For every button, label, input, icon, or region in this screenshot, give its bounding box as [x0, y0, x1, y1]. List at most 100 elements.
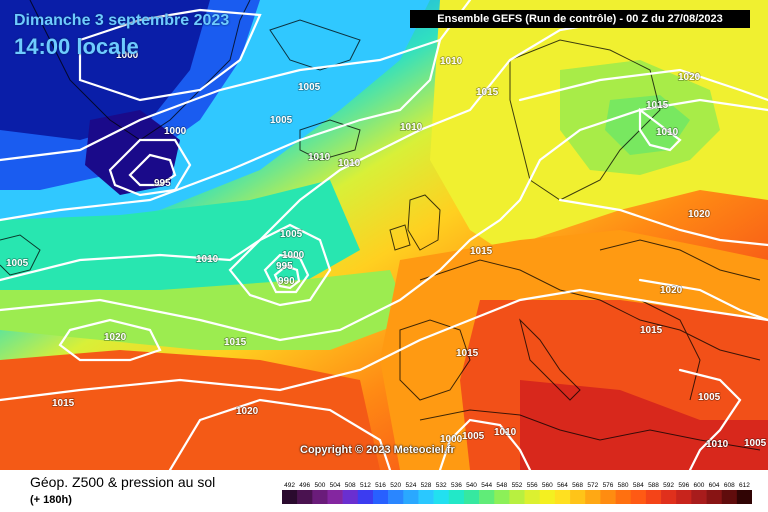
scale-tick-label: 600: [693, 482, 704, 489]
isobar-label: 1020: [688, 209, 711, 220]
isobar-label: 1005: [462, 431, 485, 442]
scale-color-swatch: [706, 490, 722, 504]
scale-color-swatch: [721, 490, 738, 504]
scale-tick-label: 512: [360, 482, 371, 489]
isobar-label: 1010: [400, 122, 423, 133]
scale-color-swatch: [433, 490, 450, 504]
scale-tick-label: 608: [724, 482, 735, 489]
isobar-label: 1005: [6, 258, 29, 269]
isobar-label: 1000: [116, 50, 139, 61]
scale-color-swatch: [524, 490, 541, 504]
model-run-label: Ensemble GEFS (Run de contrôle) - 00 Z d…: [410, 10, 750, 28]
scale-color-swatch: [661, 490, 677, 504]
isobar-label: 995: [276, 261, 293, 272]
scale-color-swatch: [403, 490, 419, 504]
scale-color-swatch: [418, 490, 434, 504]
isobar-label: 1010: [656, 127, 679, 138]
isobars: [0, 0, 768, 470]
isobar-label: 990: [278, 276, 295, 287]
isobar-label: 1020: [236, 406, 259, 417]
scale-color-swatch: [615, 490, 632, 504]
scale-tick-label: 556: [527, 482, 538, 489]
z500-band-deep-low: [85, 110, 180, 195]
scale-color-swatch: [342, 490, 359, 504]
scale-color-swatch: [691, 490, 707, 504]
isobar-label: 1000: [164, 126, 187, 137]
isobar-label: 1000: [440, 434, 463, 445]
scale-tick-label: 544: [481, 482, 492, 489]
color-scale: 492 496 500 504 508 512 516 520 524 528 532 536 540 5…: [282, 482, 752, 504]
isobar-label: 1015: [476, 87, 499, 98]
scale-color-swatch: [585, 490, 601, 504]
scale-color-swatch: [630, 490, 647, 504]
scale-color-swatch: [736, 490, 752, 504]
isobar-label: 995: [154, 178, 171, 189]
scale-color-swatch: [600, 490, 616, 504]
scale-tick-label: 564: [557, 482, 568, 489]
scale-tick-label: 520: [390, 482, 401, 489]
scale-tick-label: 536: [451, 482, 462, 489]
z500-band-africa-deep-red: [520, 380, 768, 470]
isobar-label: 1000: [282, 250, 305, 261]
scale-tick-label: 588: [648, 482, 659, 489]
coastlines: [0, 0, 761, 451]
isobar-label: 1005: [744, 438, 767, 449]
isobar-label: 1010: [494, 427, 517, 438]
isobar-label: 1015: [646, 100, 669, 111]
scale-tick-label: 500: [314, 482, 325, 489]
scale-color-swatch: [282, 490, 298, 504]
scale-tick-label: 496: [299, 482, 310, 489]
scale-color-swatch: [297, 490, 313, 504]
isobar-label: 1020: [660, 285, 683, 296]
isobar-label: 1010: [196, 254, 219, 265]
z500-band-finland-green: [605, 95, 690, 155]
scale-color-swatch: [645, 490, 662, 504]
scale-tick-label: 532: [436, 482, 447, 489]
scale-color-swatch: [388, 490, 404, 504]
scale-tick-label: 612: [739, 482, 750, 489]
scale-color-swatch: [539, 490, 556, 504]
scale-tick-label: 580: [618, 482, 629, 489]
scale-tick-label: 552: [512, 482, 523, 489]
z500-band-atlantic-south-red: [0, 350, 380, 470]
isobar-label: 1015: [52, 398, 75, 409]
isobar-label: 1005: [298, 82, 321, 93]
scale-tick-label: 548: [496, 482, 507, 489]
scale-color-swatch: [327, 490, 343, 504]
isobar-label: 1010: [706, 439, 729, 450]
z500-band-low-core: [0, 0, 210, 140]
scale-tick-label: 492: [284, 482, 295, 489]
forecast-date: Dimanche 3 septembre 2023: [14, 12, 230, 29]
scale-tick-label: 572: [587, 482, 598, 489]
isobar-label: 1015: [456, 348, 479, 359]
scale-color-swatch: [676, 490, 692, 504]
scale-tick-label: 560: [542, 482, 553, 489]
scale-color-swatch: [357, 490, 374, 504]
z500-band-atlantic-cyan: [0, 180, 360, 300]
scale-tick-label: 524: [405, 482, 416, 489]
scale-color-swatch: [554, 490, 571, 504]
isobar-label: 1005: [280, 229, 303, 240]
isobar-label: 1010: [440, 56, 463, 67]
scale-tick-label: 576: [603, 482, 614, 489]
scale-color-swatch: [312, 490, 328, 504]
isobar-label: 1005: [698, 392, 721, 403]
scale-color-swatch: [479, 490, 495, 504]
scale-tick-label: 540: [466, 482, 477, 489]
legend-title: Géop. Z500 & pression au sol: [30, 474, 216, 490]
isobar-label: 1015: [640, 325, 663, 336]
isobar-label: 1015: [224, 337, 247, 348]
z500-band-atlantic-green: [0, 270, 410, 350]
isobar-label: 1015: [470, 246, 493, 257]
isobar-label: 1010: [338, 158, 361, 169]
scale-tick-label: 516: [375, 482, 386, 489]
legend-subtitle: (+ 180h): [30, 494, 72, 506]
copyright-text: Copyright © 2023 Meteociel.fr: [300, 444, 455, 456]
scale-tick-label: 604: [709, 482, 720, 489]
legend-bar: Géop. Z500 & pression au sol (+ 180h) 49…: [0, 470, 768, 512]
scale-color-swatch: [463, 490, 480, 504]
scale-color-swatch: [570, 490, 586, 504]
isobar-label: 1005: [270, 115, 293, 126]
scale-tick-label: 508: [345, 482, 356, 489]
